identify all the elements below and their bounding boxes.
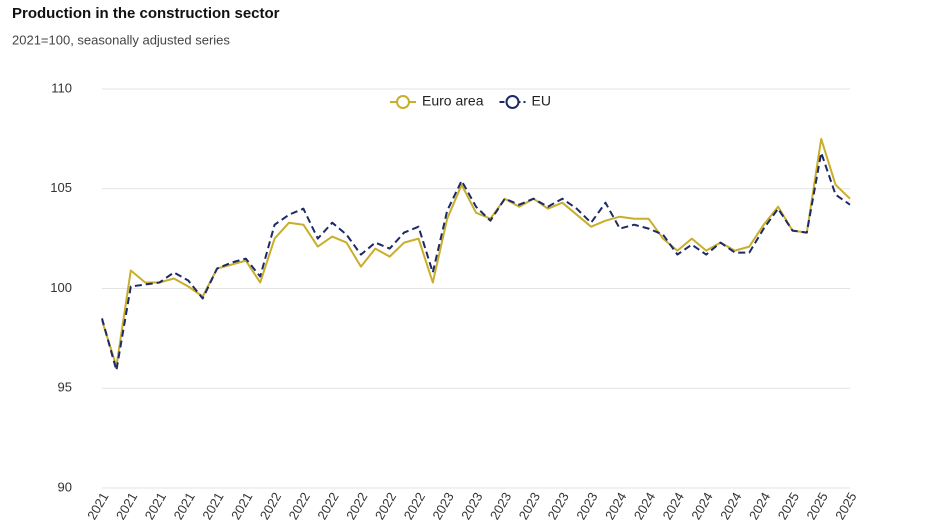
x-tick-label: 2025 [803, 490, 830, 520]
y-tick-label: 110 [51, 80, 72, 95]
legend-label: EU [531, 93, 550, 109]
x-tick-label: 2021 [84, 490, 111, 520]
x-tick-label: 2022 [257, 490, 284, 520]
x-tick-label: 2022 [343, 490, 370, 520]
x-tick-label: 2025 [775, 490, 802, 520]
x-tick-label: 2024 [746, 490, 773, 520]
x-tick-label: 2023 [573, 490, 600, 520]
x-tick-label: 2023 [487, 490, 514, 520]
x-tick-label: 2024 [602, 490, 629, 520]
x-tick-label: 2023 [544, 490, 571, 520]
x-tick-label: 2024 [688, 490, 715, 520]
y-tick-label: 100 [50, 280, 72, 295]
series-line [101, 137, 851, 368]
x-tick-label: 2023 [458, 490, 485, 520]
legend-label: Euro area [422, 93, 484, 109]
x-tick-label: 2021 [170, 490, 197, 520]
x-tick-label: 2024 [717, 490, 744, 520]
chart-subtitle: 2021=100, seasonally adjusted series [12, 32, 230, 47]
x-tick-label: 2021 [113, 490, 140, 520]
legend-marker [396, 95, 410, 109]
series-line [101, 151, 851, 372]
chart-title: Production in the construction sector [12, 5, 280, 22]
x-tick-label: 2022 [372, 490, 399, 520]
x-tick-label: 2022 [401, 490, 428, 520]
legend-marker [505, 95, 520, 109]
x-tick-label: 2021 [142, 490, 169, 520]
x-tick-label: 2024 [631, 490, 658, 520]
x-tick-label: 2022 [286, 490, 313, 520]
x-tick-label: 2021 [228, 490, 255, 520]
x-tick-label: 2022 [314, 490, 341, 520]
x-tick-label: 2024 [660, 490, 687, 520]
y-tick-label: 90 [58, 479, 72, 494]
y-tick-label: 105 [50, 180, 72, 195]
x-tick-label: 2021 [199, 490, 226, 520]
y-tick-label: 95 [58, 380, 72, 395]
x-tick-label: 2023 [429, 490, 456, 520]
x-tick-label: 2025 [832, 490, 859, 520]
x-tick-label: 2023 [516, 490, 543, 520]
